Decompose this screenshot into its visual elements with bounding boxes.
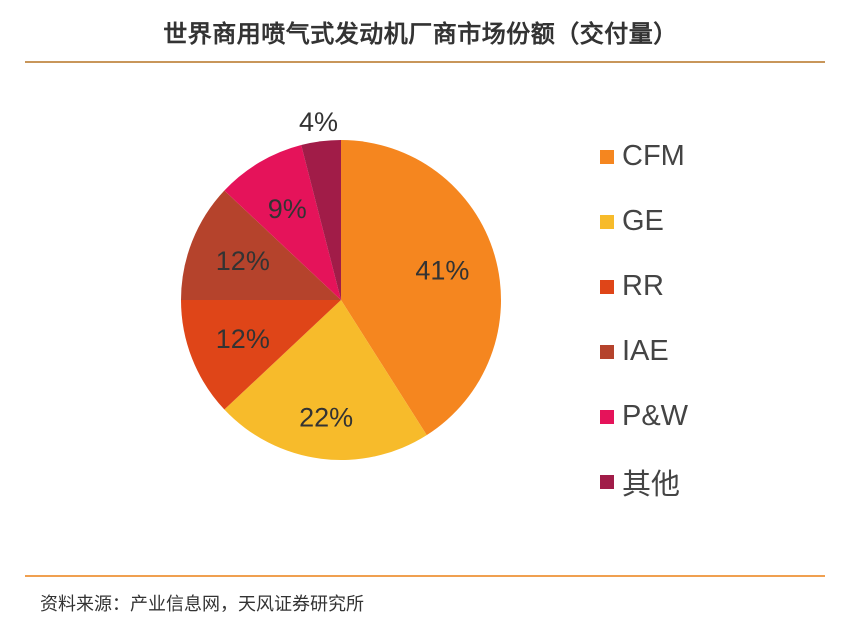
pie-slice-iae	[181, 190, 341, 300]
legend-item: RR	[600, 254, 688, 319]
pie-slice-	[301, 140, 341, 300]
pie-slice-cfm	[341, 140, 501, 436]
title-divider	[25, 61, 825, 63]
legend-item: GE	[600, 189, 688, 254]
pie-slice-rr	[181, 300, 341, 410]
legend-label: IAE	[622, 335, 669, 367]
data-label: 12%	[216, 246, 270, 276]
legend-item: CFM	[600, 124, 688, 189]
legend: CFM GE RR IAE P&W 其他	[600, 124, 688, 514]
legend-item: P&W	[600, 384, 688, 449]
legend-label: CFM	[622, 140, 685, 172]
legend-label: RR	[622, 270, 664, 302]
data-label: 22%	[299, 402, 353, 432]
legend-swatch	[600, 409, 614, 424]
legend-label: P&W	[622, 400, 689, 432]
data-label: 9%	[268, 194, 307, 224]
legend-swatch	[600, 279, 614, 294]
data-label: 12%	[216, 324, 270, 354]
pie-slice-ge	[224, 300, 427, 460]
legend-swatch	[600, 149, 614, 164]
footer-divider	[25, 575, 825, 577]
legend-label: GE	[622, 205, 664, 237]
legend-item: 其他	[600, 449, 688, 514]
data-label: 4%	[299, 107, 338, 137]
legend-item: IAE	[600, 319, 688, 384]
source-note: 资料来源：产业信息网，天风证券研究所	[40, 594, 364, 615]
legend-swatch	[600, 344, 614, 359]
legend-label: 其他	[622, 468, 681, 501]
chart-title: 世界商用喷气式发动机厂商市场份额（交付量）	[163, 20, 678, 48]
data-label: 41%	[415, 256, 469, 286]
pie-slice-pw	[224, 145, 341, 300]
legend-swatch	[600, 474, 614, 489]
legend-swatch	[600, 214, 614, 229]
